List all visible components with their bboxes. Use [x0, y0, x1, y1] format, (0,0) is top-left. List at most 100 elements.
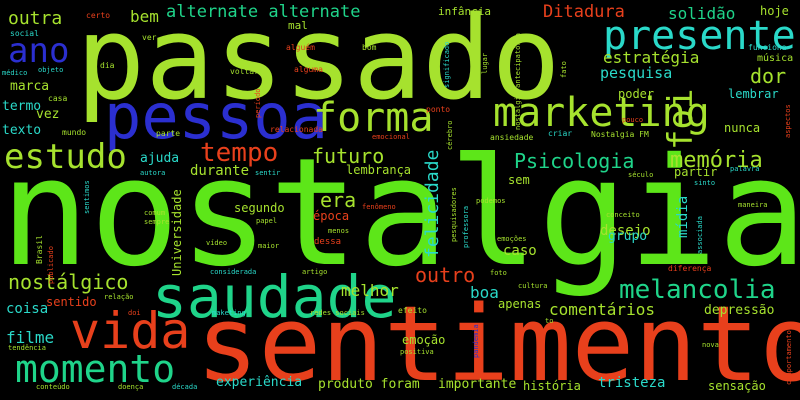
word-presente: presente [603, 13, 796, 59]
word-nostalgia-antecipatoria: nostalgia antecipatória [514, 33, 522, 130]
word-conceito: conceito [606, 211, 640, 219]
word-palavra: palavra [730, 165, 760, 173]
word-funciona: funciona [748, 43, 787, 52]
word-parte: parte [156, 129, 181, 138]
word-sem: sem [508, 173, 530, 187]
word-alguma: alguma [294, 65, 323, 74]
word-melancolia: melancolia [619, 275, 776, 305]
word-epoca: época [313, 209, 350, 223]
word-universidade: Universidade [170, 189, 184, 276]
word-nostalgia: nostalgia [0, 127, 800, 300]
word-conteudo: conteúdo [36, 383, 70, 391]
word-midia: mídia [675, 195, 691, 238]
word-coisa: coisa [6, 301, 49, 317]
word-maketing: maketing [212, 309, 246, 317]
word-ponto: ponto [426, 105, 451, 114]
word-texto: texto [2, 123, 42, 138]
word-ano: ano [8, 31, 70, 71]
word-tempo: tempo [200, 138, 279, 168]
word-lembranca: lembrança [346, 163, 412, 177]
word-cultura: cultura [518, 282, 548, 290]
word-pessoa: pessoa [104, 80, 328, 153]
word-importante: importante [438, 377, 517, 392]
word-objeto: objeto [38, 66, 64, 74]
word-tristeza: tristeza [598, 375, 666, 391]
word-criar: criar [548, 129, 573, 138]
word-ajuda: ajuda [140, 151, 180, 166]
word-doenca: doença [118, 383, 144, 391]
word-lembrar: lembrar [728, 87, 779, 101]
word-comum: comum [144, 209, 166, 217]
word-estrategia: estratégia [603, 48, 700, 67]
word-lugar: lugar [481, 52, 489, 74]
word-efeito: efeito [398, 306, 427, 315]
word-melhor: melhor [341, 281, 399, 300]
word-outro: outro [415, 263, 476, 287]
word-pesquisadores: pesquisadores [450, 187, 458, 242]
word-dia: dia [100, 61, 115, 70]
word-solidao: solidão [668, 4, 736, 23]
word-vida: vida [70, 302, 191, 360]
word-pandemia: pandemia [472, 324, 480, 358]
word-emocao: emoção [402, 333, 446, 347]
word-pouco: pouco [622, 116, 644, 124]
word-marketing: marketing [493, 90, 710, 136]
word-doi: doi [128, 309, 141, 317]
word-caso: caso [503, 243, 537, 259]
word-aspectos: aspectos [784, 104, 792, 138]
word-emocoes: emoções [497, 235, 527, 243]
word-significado: significado [443, 41, 451, 88]
word-tendencia: tendência [8, 344, 46, 352]
word-sinto: sinto [694, 179, 716, 187]
word-mundo: mundo [62, 128, 87, 137]
word-diferenca: diferença [668, 264, 712, 273]
word-sentir: sentir [255, 169, 281, 177]
word-apenas: apenas [498, 297, 542, 311]
word-forma: forma [313, 95, 434, 141]
word-boa: boa [470, 283, 499, 302]
word-vez: vez [36, 107, 60, 122]
word-bem: bem [130, 7, 159, 26]
word-to: to [545, 317, 554, 325]
word-nunca: nunca [724, 121, 761, 135]
word-passado: passado [76, 0, 561, 126]
word-filme: filme [6, 328, 55, 347]
word-fato: fato [560, 61, 568, 78]
word-depressao: depressão [704, 303, 775, 318]
word-social: social [10, 29, 39, 38]
word-autora: autora [140, 169, 166, 177]
word-grupo: grupo [608, 229, 648, 244]
word-produto-foram: produto foram [318, 377, 420, 392]
word-sentido: sentido [46, 295, 97, 309]
word-maneira: maneira [738, 201, 768, 209]
word-maior: maior [258, 242, 280, 250]
word-podemos: podemos [476, 197, 506, 205]
word-bom: bom [362, 43, 377, 52]
word-outra: outra [8, 8, 63, 29]
word-sensacao: sensação [708, 379, 766, 393]
word-mal: mal [288, 19, 308, 32]
word-ver: ver [142, 33, 157, 42]
word-positiva: positiva [400, 348, 434, 356]
word-comportamento: comportamento [785, 330, 793, 385]
word-considerada: considerada [210, 268, 257, 276]
word-decada: década [172, 383, 198, 391]
word-cerebro: cérebro [446, 120, 454, 150]
word-nostalgia-fm: Nostalgia FM [591, 130, 649, 139]
word-felicidade: felicidade [422, 149, 443, 258]
word-seculo: século [628, 171, 654, 179]
word-professora: professora [462, 205, 470, 248]
word-era: era [320, 188, 357, 212]
word-psicologia: Psicologia [514, 149, 635, 173]
word-fenomeno: fenômeno [362, 203, 396, 211]
word-pesquisa: pesquisa [600, 64, 673, 82]
word-sempre: sempre [144, 218, 170, 226]
word-redes-sociais: redes sociais [310, 309, 365, 317]
word-saudade: saudade [152, 263, 397, 331]
word-publicado: publicado [47, 246, 55, 284]
word-durante: durante [190, 163, 250, 179]
word-artigo: artigo [302, 268, 328, 276]
word-dor: dor [750, 64, 787, 88]
word-comentarios: comentários [549, 300, 655, 319]
